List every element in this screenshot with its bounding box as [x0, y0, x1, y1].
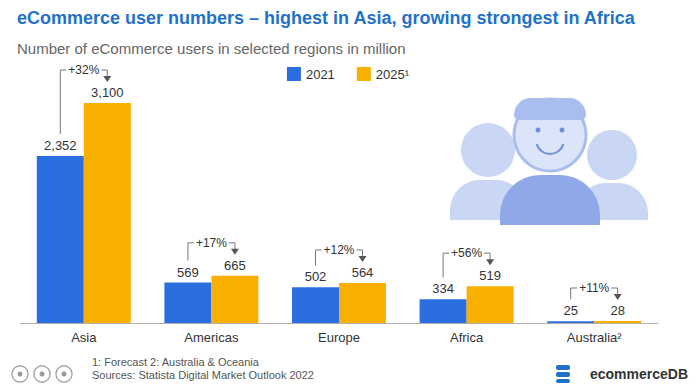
svg-text:2025¹: 2025¹: [376, 67, 410, 82]
svg-text:+11%: +11%: [579, 281, 609, 295]
svg-text:28: 28: [610, 303, 624, 318]
svg-text:564: 564: [352, 265, 374, 280]
svg-text:eCommerce user numbers – highe: eCommerce user numbers – highest in Asia…: [17, 8, 636, 28]
svg-text:1: Forecast 2: Australia & Oce: 1: Forecast 2: Australia & Oceania: [92, 356, 260, 368]
svg-text:3,100: 3,100: [91, 85, 124, 100]
svg-text:+32%: +32%: [68, 63, 99, 77]
svg-text:+17%: +17%: [196, 236, 227, 250]
svg-text:334: 334: [432, 281, 454, 296]
svg-text:502: 502: [305, 269, 327, 284]
svg-text:Number of eCommerce users in s: Number of eCommerce users in selected re…: [17, 40, 406, 57]
svg-text:569: 569: [177, 265, 199, 280]
svg-text:+56%: +56%: [451, 246, 482, 260]
svg-text:25: 25: [563, 303, 577, 318]
svg-text:Europe: Europe: [318, 330, 360, 345]
svg-text:2021: 2021: [306, 67, 335, 82]
svg-text:Asia: Asia: [71, 330, 97, 345]
svg-text:+12%: +12%: [323, 243, 354, 257]
svg-text:Africa: Africa: [450, 330, 484, 345]
svg-text:Australia²: Australia²: [567, 330, 623, 345]
svg-text:519: 519: [479, 268, 501, 283]
svg-text:Sources: Statista Digital Mark: Sources: Statista Digital Market Outlook…: [92, 369, 314, 381]
svg-text:2,352: 2,352: [44, 138, 77, 153]
svg-text:665: 665: [224, 258, 246, 273]
svg-text:Americas: Americas: [184, 330, 239, 345]
svg-text:ecommerceDB: ecommerceDB: [590, 366, 688, 382]
